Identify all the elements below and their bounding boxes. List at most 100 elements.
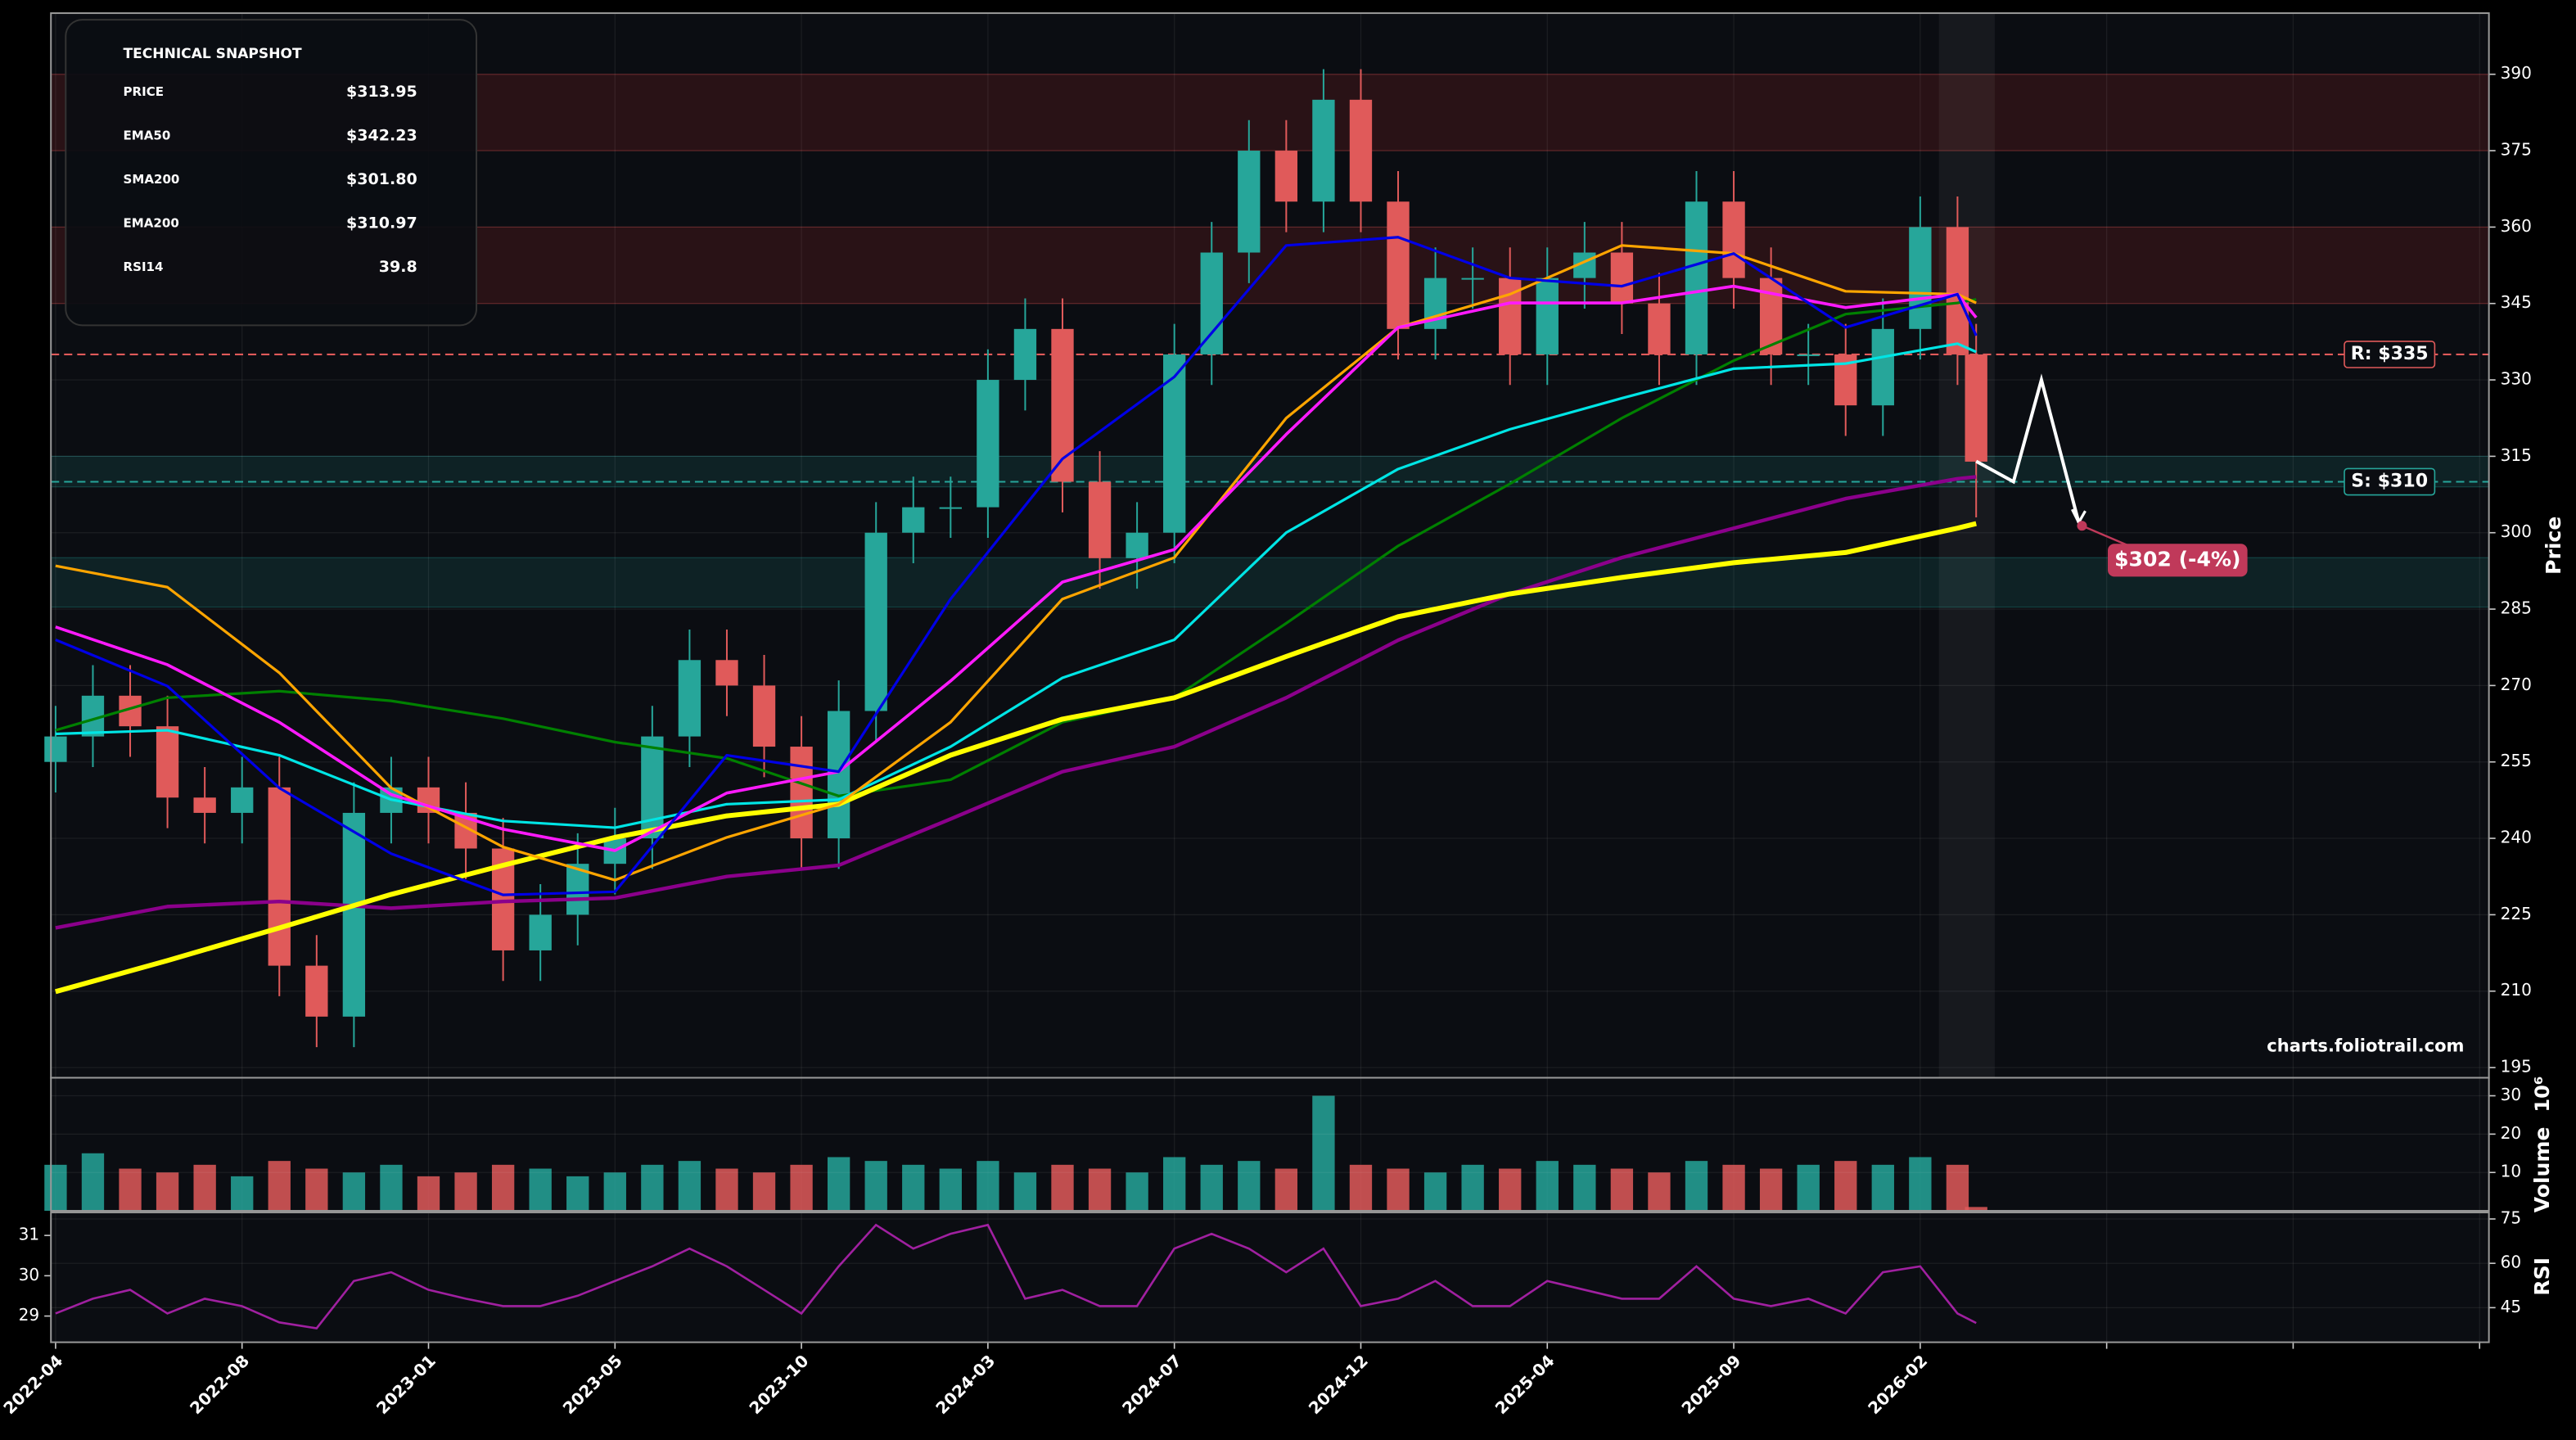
y-axis-title: RSI	[2530, 1257, 2554, 1296]
volume-bar	[1238, 1161, 1261, 1212]
volume-bar	[1965, 1207, 1987, 1212]
ma-line	[55, 521, 1977, 995]
volume-bar	[1610, 1168, 1634, 1212]
x-tick-label: 2022-08	[186, 1351, 253, 1418]
candle-body	[305, 965, 328, 1017]
x-tick-label: 2023-01	[372, 1351, 440, 1418]
volume-bar	[305, 1168, 328, 1212]
y-tick-label: 375	[2501, 140, 2532, 160]
volume-bar	[827, 1157, 850, 1212]
volume-bar	[603, 1172, 626, 1212]
snapshot-value: 39.8	[379, 258, 417, 276]
ma-line	[55, 475, 1977, 930]
volume-bar	[790, 1164, 813, 1212]
y-tick-label: 10	[2501, 1162, 2522, 1181]
y-tick-label: 30	[2501, 1085, 2522, 1104]
candle-body	[752, 685, 776, 747]
candle-body	[977, 380, 999, 508]
y-tick-label: 20	[2501, 1123, 2522, 1143]
forecast-label: $302 (-4%)	[2114, 547, 2240, 571]
volume-bar	[1871, 1164, 1894, 1212]
y-tick-label: 29	[19, 1305, 40, 1325]
y-axis-title: Price	[2542, 517, 2565, 575]
volume-bar	[1013, 1172, 1037, 1212]
panel-bg	[51, 1212, 2489, 1343]
panel-frame	[50, 1077, 2490, 1212]
volume-bar	[81, 1153, 105, 1212]
ma-line	[55, 236, 1978, 896]
snapshot-label: EMA200	[124, 216, 179, 231]
snapshot-value: $342.23	[346, 126, 417, 144]
y-tick-label: 315	[2501, 445, 2532, 465]
watermark: charts.foliotrail.com	[2267, 1035, 2464, 1055]
candle-body	[1722, 201, 1745, 278]
level-label: R: $335	[2351, 344, 2429, 364]
candle-body	[1965, 354, 1987, 462]
volume-bar	[1909, 1157, 1932, 1212]
volume-bar	[193, 1164, 216, 1212]
panel-bg	[51, 1077, 2489, 1212]
candle-body	[1387, 201, 1410, 329]
snapshot-label: PRICE	[124, 84, 165, 99]
candle-body	[678, 660, 702, 737]
candle-body	[231, 787, 254, 813]
candle-body	[1946, 227, 1969, 354]
x-tick-label: 2025-04	[1491, 1351, 1559, 1418]
volume-bar	[156, 1172, 179, 1212]
volume-bar	[454, 1172, 477, 1212]
ma-line	[55, 298, 1977, 797]
y2-tick-label: 45	[2501, 1297, 2522, 1316]
snapshot-label: EMA50	[124, 128, 171, 142]
volume-bar	[529, 1168, 552, 1212]
volume-bar	[1797, 1164, 1820, 1212]
candle-body	[1051, 328, 1074, 482]
candle-body	[1238, 151, 1261, 253]
snapshot-label: SMA200	[124, 172, 180, 187]
candle-body	[1274, 151, 1298, 202]
volume-bar	[1163, 1157, 1186, 1212]
volume-bar	[1648, 1172, 1671, 1212]
zone	[50, 557, 2490, 608]
volume-bar	[1088, 1168, 1112, 1212]
candle-body	[1200, 252, 1223, 354]
x-tick-label: 2023-05	[559, 1351, 626, 1418]
volume-bar	[752, 1172, 776, 1212]
rsi-line	[55, 1223, 1977, 1329]
volume-bar	[119, 1168, 142, 1212]
candle-body	[1126, 532, 1148, 558]
candle-body	[827, 711, 850, 839]
candle-body	[44, 736, 67, 762]
ma-line	[55, 284, 1978, 852]
volume-bar	[1051, 1164, 1074, 1212]
candle-body	[1461, 278, 1484, 280]
candle-body	[1312, 99, 1335, 202]
y-axis-title: Volume	[2530, 1126, 2554, 1212]
volume-bar	[268, 1161, 291, 1212]
level-label: S: $310	[2351, 471, 2428, 491]
volume-bar	[1499, 1168, 1522, 1212]
y-tick-label: 210	[2501, 980, 2532, 1000]
candle-body	[641, 736, 664, 839]
volume-bar	[939, 1168, 962, 1212]
volume-bar	[1423, 1172, 1447, 1212]
volume-bar	[1536, 1161, 1559, 1212]
candle-body	[193, 797, 216, 813]
volume-bar	[1759, 1168, 1783, 1212]
candle-body	[1797, 354, 1820, 356]
x-tick-label: 2022-04	[0, 1351, 66, 1418]
volume-bar	[1946, 1164, 1969, 1212]
volume-bar	[1834, 1161, 1857, 1212]
volume-bar	[44, 1164, 67, 1212]
candle-body	[902, 507, 925, 533]
candle-body	[715, 660, 738, 686]
forecast-line	[1975, 373, 2081, 523]
volume-bar	[641, 1164, 664, 1212]
candle-body	[790, 747, 813, 839]
ma-line	[55, 342, 1977, 829]
snapshot-value: $301.80	[346, 170, 417, 188]
x-tick-label: 2024-07	[1118, 1351, 1185, 1418]
candle-body	[1871, 328, 1894, 406]
x-tick-label: 2024-12	[1305, 1351, 1372, 1418]
y-tick-label: 270	[2501, 675, 2532, 694]
